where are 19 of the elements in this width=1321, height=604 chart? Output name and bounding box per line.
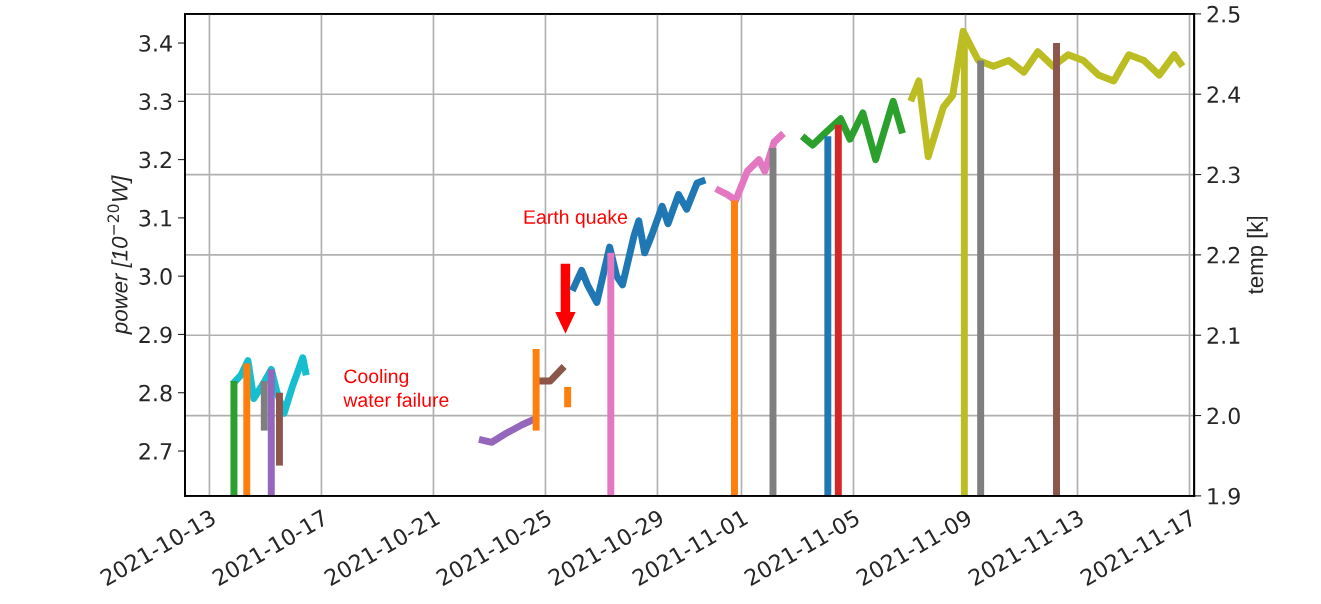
y2-tick-label: 2.5 [1207,5,1240,23]
y-tick-label: 3.1 [139,209,172,227]
y-axis-title: power [10$^{−20}$W] [107,175,133,335]
y2-tick-label: 2.1 [1207,327,1240,344]
annotation: Cooling water failure [343,368,449,407]
y-tick-label: 3.4 [139,34,172,52]
y2-tick-label: 2.4 [1207,86,1241,103]
y-tick-label: 3.2 [139,151,171,169]
y2-tick-label: 2.3 [1207,166,1240,184]
y-tick-label: 2.8 [139,384,172,402]
y2-tick-label: 2.0 [1207,407,1240,425]
y-tick-label: 2.9 [139,326,172,344]
y-tick-label: 3.0 [139,268,172,285]
y2-tick-label: 2.2 [1207,246,1240,264]
annotation: Earth quake [524,209,628,228]
y2-tick-label: 1.9 [1208,487,1240,505]
y2-axis-title: temp [k] [1246,216,1268,295]
y-tick-label: 3.3 [139,93,172,111]
y-tick-label: 2.7 [139,442,172,460]
